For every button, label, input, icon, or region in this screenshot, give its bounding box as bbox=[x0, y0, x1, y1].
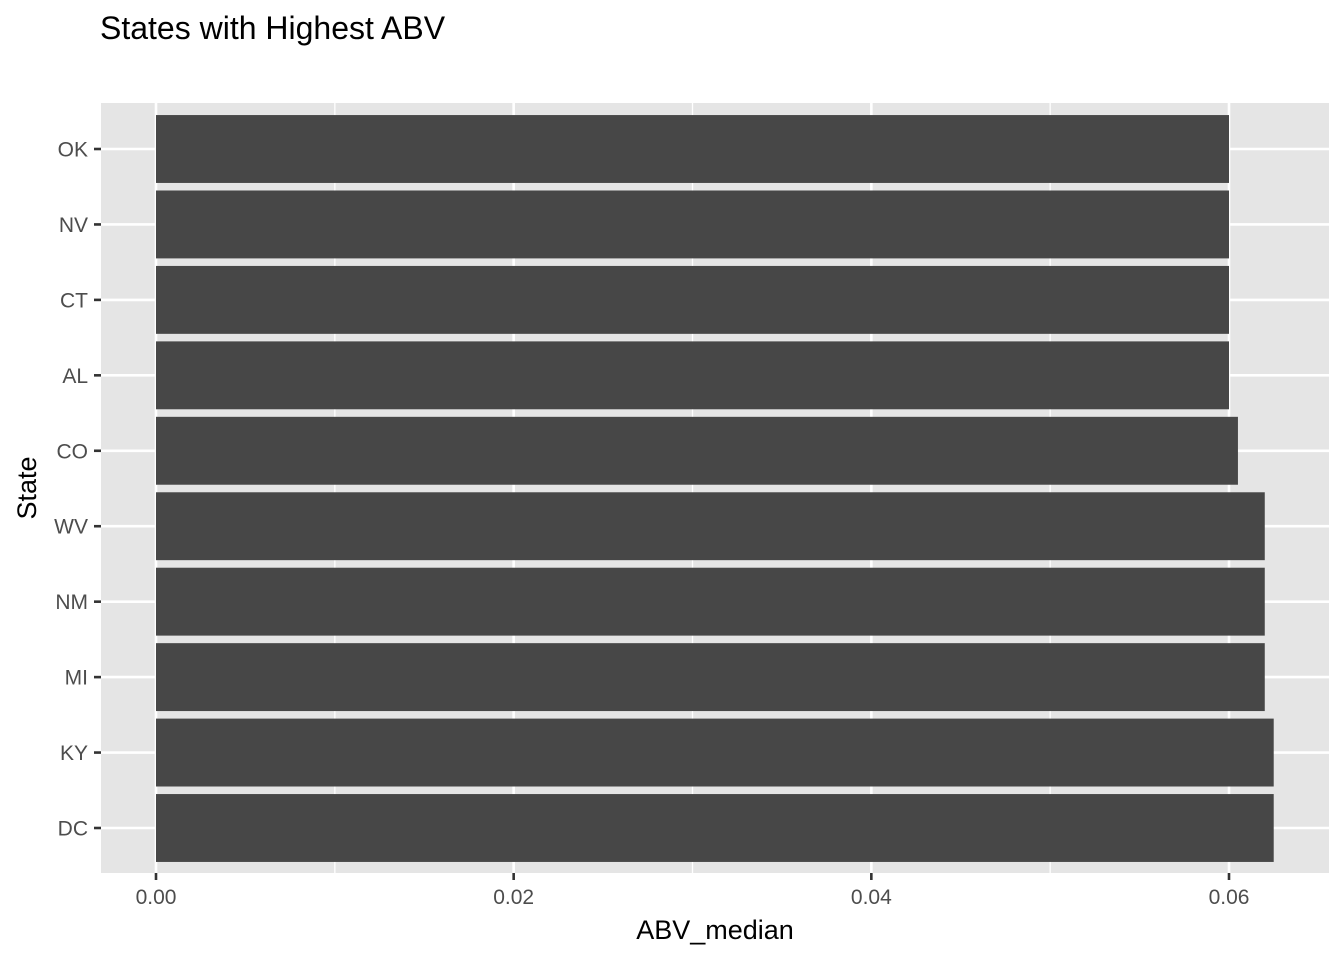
bar-ky bbox=[156, 718, 1274, 787]
y-tick-label: NV bbox=[59, 214, 88, 237]
bar-mi bbox=[156, 643, 1265, 712]
bar-al bbox=[156, 341, 1229, 410]
bar-co bbox=[156, 416, 1238, 485]
x-tick-label: 0.06 bbox=[1209, 886, 1250, 909]
bar-dc bbox=[156, 794, 1274, 862]
y-tick-label: CT bbox=[60, 289, 88, 312]
y-tick-label: NM bbox=[55, 591, 88, 614]
y-tick-label: CO bbox=[57, 440, 89, 463]
y-tick-label: AL bbox=[62, 365, 88, 388]
y-tick-label: DC bbox=[58, 818, 88, 841]
x-tick-label: 0.02 bbox=[493, 886, 534, 909]
x-axis: 0.00 0.02 0.04 0.06 bbox=[136, 873, 1250, 909]
y-tick-label: WV bbox=[54, 516, 88, 539]
bar-wv bbox=[156, 492, 1265, 561]
bars bbox=[156, 115, 1274, 862]
x-axis-title: ABV_median bbox=[636, 915, 794, 945]
y-tick-label: MI bbox=[65, 667, 88, 690]
bar-nm bbox=[156, 567, 1265, 636]
y-axis-title: State bbox=[12, 456, 42, 519]
bar-ct bbox=[156, 265, 1229, 334]
bar-ok bbox=[156, 115, 1229, 183]
bar-nv bbox=[156, 190, 1229, 259]
x-tick-label: 0.04 bbox=[851, 886, 892, 909]
y-tick-label: KY bbox=[60, 742, 88, 765]
x-tick-label: 0.00 bbox=[136, 886, 177, 909]
y-axis: OK NV CT AL CO WV NM MI KY DC bbox=[54, 139, 101, 841]
chart-title: States with Highest ABV bbox=[100, 10, 446, 46]
y-tick-label: OK bbox=[58, 139, 88, 162]
